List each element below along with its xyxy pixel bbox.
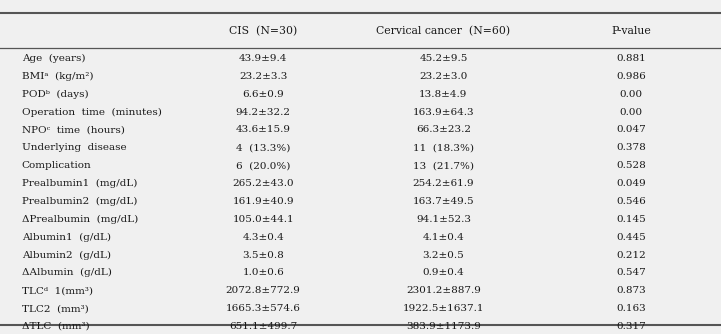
Text: Albumin2  (g/dL): Albumin2 (g/dL): [22, 250, 110, 260]
Text: 23.2±3.0: 23.2±3.0: [419, 72, 468, 81]
Text: 45.2±9.5: 45.2±9.5: [419, 54, 468, 63]
Text: 23.2±3.3: 23.2±3.3: [239, 72, 288, 81]
Text: 1922.5±1637.1: 1922.5±1637.1: [402, 304, 485, 313]
Text: BMIᵃ  (kg/m²): BMIᵃ (kg/m²): [22, 72, 93, 81]
Text: 254.2±61.9: 254.2±61.9: [412, 179, 474, 188]
Text: 66.3±23.2: 66.3±23.2: [416, 126, 471, 134]
Text: Cervical cancer  (N=60): Cervical cancer (N=60): [376, 26, 510, 36]
Text: 4  (13.3%): 4 (13.3%): [236, 143, 291, 152]
Text: 13.8±4.9: 13.8±4.9: [419, 90, 468, 99]
Text: NPOᶜ  time  (hours): NPOᶜ time (hours): [22, 126, 125, 134]
Text: 265.2±43.0: 265.2±43.0: [232, 179, 294, 188]
Text: 43.6±15.9: 43.6±15.9: [236, 126, 291, 134]
Text: 0.546: 0.546: [616, 197, 646, 206]
Text: Operation  time  (minutes): Operation time (minutes): [22, 108, 162, 117]
Text: 3.5±0.8: 3.5±0.8: [242, 250, 284, 260]
Text: 1.0±0.6: 1.0±0.6: [242, 269, 284, 277]
Text: Age  (years): Age (years): [22, 54, 85, 63]
Text: 6.6±0.9: 6.6±0.9: [242, 90, 284, 99]
Text: 0.528: 0.528: [616, 161, 646, 170]
Text: 43.9±9.4: 43.9±9.4: [239, 54, 288, 63]
Text: 161.9±40.9: 161.9±40.9: [232, 197, 294, 206]
Text: Albumin1  (g/dL): Albumin1 (g/dL): [22, 232, 110, 242]
Text: 0.873: 0.873: [616, 286, 646, 295]
Text: ΔTLC  (mm³): ΔTLC (mm³): [22, 322, 89, 331]
Text: TLCᵈ  1(mm³): TLCᵈ 1(mm³): [22, 286, 92, 295]
Text: 0.881: 0.881: [616, 54, 646, 63]
Text: TLC2  (mm³): TLC2 (mm³): [22, 304, 89, 313]
Text: 163.7±49.5: 163.7±49.5: [412, 197, 474, 206]
Text: 1665.3±574.6: 1665.3±574.6: [226, 304, 301, 313]
Text: 0.049: 0.049: [616, 179, 646, 188]
Text: 651.1±499.7: 651.1±499.7: [229, 322, 297, 331]
Text: Prealbumin1  (mg/dL): Prealbumin1 (mg/dL): [22, 179, 137, 188]
Text: 4.3±0.4: 4.3±0.4: [242, 233, 284, 241]
Text: 0.163: 0.163: [616, 304, 646, 313]
Text: 0.212: 0.212: [616, 250, 646, 260]
Text: Underlying  disease: Underlying disease: [22, 143, 126, 152]
Text: CIS  (N=30): CIS (N=30): [229, 26, 297, 36]
Text: 0.00: 0.00: [619, 90, 642, 99]
Text: 105.0±44.1: 105.0±44.1: [232, 215, 294, 224]
Text: 383.9±1173.9: 383.9±1173.9: [406, 322, 481, 331]
Text: 4.1±0.4: 4.1±0.4: [423, 233, 464, 241]
Text: P-value: P-value: [611, 26, 651, 36]
Text: ΔPrealbumin  (mg/dL): ΔPrealbumin (mg/dL): [22, 215, 138, 224]
Text: ΔAlbumin  (g/dL): ΔAlbumin (g/dL): [22, 268, 112, 278]
Text: 0.145: 0.145: [616, 215, 646, 224]
Text: 3.2±0.5: 3.2±0.5: [423, 250, 464, 260]
Text: 94.1±52.3: 94.1±52.3: [416, 215, 471, 224]
Text: 0.445: 0.445: [616, 233, 646, 241]
Text: PODᵇ  (days): PODᵇ (days): [22, 90, 88, 99]
Text: 94.2±32.2: 94.2±32.2: [236, 108, 291, 117]
Text: 0.047: 0.047: [616, 126, 646, 134]
Text: 163.9±64.3: 163.9±64.3: [412, 108, 474, 117]
Text: Prealbumin2  (mg/dL): Prealbumin2 (mg/dL): [22, 197, 137, 206]
Text: 0.9±0.4: 0.9±0.4: [423, 269, 464, 277]
Text: Complication: Complication: [22, 161, 92, 170]
Text: 0.317: 0.317: [616, 322, 646, 331]
Text: 11  (18.3%): 11 (18.3%): [413, 143, 474, 152]
Text: 6  (20.0%): 6 (20.0%): [236, 161, 291, 170]
Text: 0.547: 0.547: [616, 269, 646, 277]
Text: 0.00: 0.00: [619, 108, 642, 117]
Text: 0.378: 0.378: [616, 143, 646, 152]
Text: 2301.2±887.9: 2301.2±887.9: [406, 286, 481, 295]
Text: 0.986: 0.986: [616, 72, 646, 81]
Text: 13  (21.7%): 13 (21.7%): [413, 161, 474, 170]
Text: 2072.8±772.9: 2072.8±772.9: [226, 286, 301, 295]
